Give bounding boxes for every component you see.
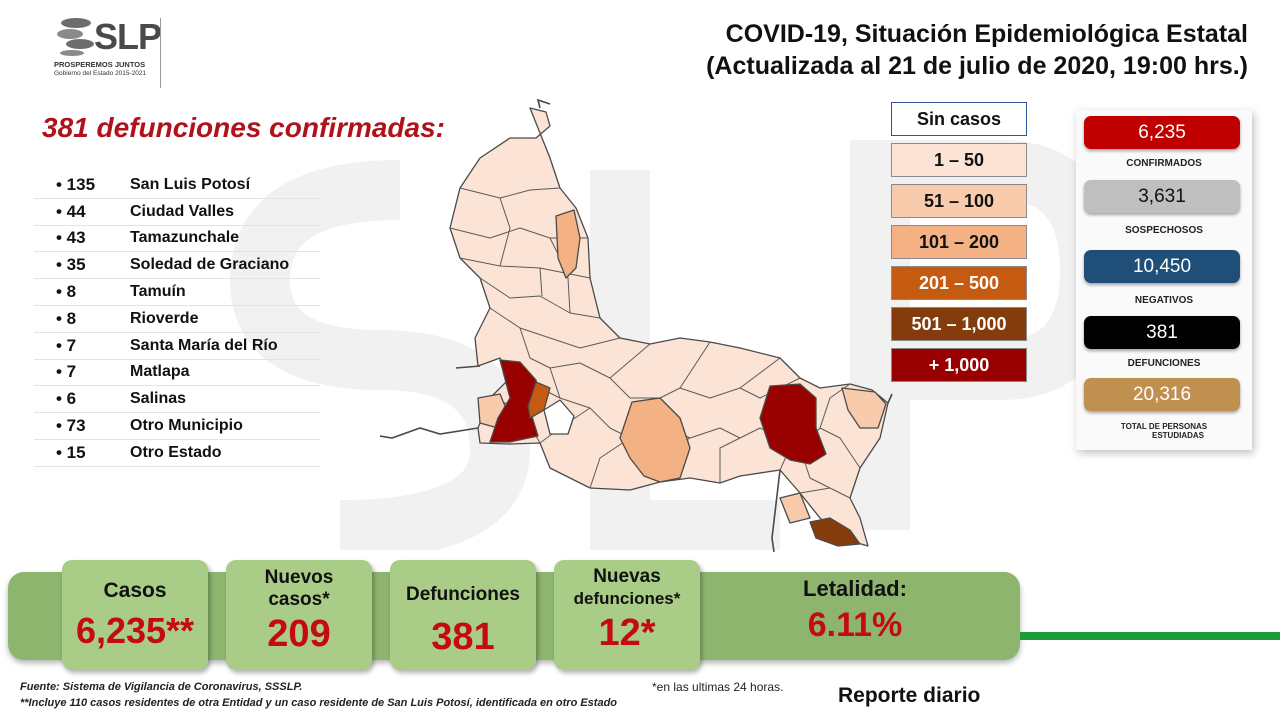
deaths-count: • 7 <box>56 335 77 355</box>
confirmed-value: 6,235 <box>1084 116 1240 149</box>
card-defunciones: Defunciones 381 <box>390 560 536 670</box>
deaths-list: • 135 San Luis Potosí • 44 Ciudad Valles •… <box>34 172 320 467</box>
slp-logo: SLP PROSPEREMOS JUNTOS Gobierno del Esta… <box>50 14 170 84</box>
slp-logo-mark-icon <box>57 18 94 56</box>
card-casos-label: Casos <box>103 579 167 602</box>
card-nuevas-defunciones-label-1: Nuevas <box>593 566 661 587</box>
legend-item-501-1000: 501 – 1,000 <box>891 307 1027 341</box>
deaths-count: • 43 <box>56 228 86 248</box>
map-municipality-501-1000 <box>809 517 861 547</box>
deaths-count: • 7 <box>56 362 77 382</box>
card-defunciones-label: Defunciones <box>405 584 521 605</box>
deaths-count: • 6 <box>56 389 77 409</box>
deaths-municipality: Otro Municipio <box>130 417 243 435</box>
deaths-row: • 7 Santa María del Río <box>34 333 320 360</box>
card-casos-value: 6,235** <box>75 610 195 651</box>
deaths-row: • 43 Tamazunchale <box>34 226 320 253</box>
map-municipality-101-200 <box>555 209 581 279</box>
deaths-row: • 35 Soledad de Graciano <box>34 252 320 280</box>
letalidad-value: 6.11% <box>807 606 903 644</box>
deaths-row: • 8 Tamuín <box>34 279 320 306</box>
logo-tagline: PROSPEREMOS JUNTOS <box>54 60 146 69</box>
banner-line <box>1020 632 1280 640</box>
legend-item-plus-1000: + 1,000 <box>891 348 1027 382</box>
card-defunciones-value: 381 <box>431 616 495 658</box>
map-municipality-51-100 <box>779 492 811 524</box>
deaths-heading: 381 defunciones confirmadas: <box>42 112 446 143</box>
legend-item-sin-casos: Sin casos <box>891 102 1027 136</box>
footer-report: Reporte diario <box>838 684 981 707</box>
logo-divider <box>160 18 161 88</box>
suspected-label: SOSPECHOSOS <box>1125 225 1203 236</box>
deaths-label: DEFUNCIONES <box>1127 358 1201 369</box>
negative-value: 10,450 <box>1084 250 1240 283</box>
deaths-row: • 73 Otro Municipio <box>34 413 320 440</box>
page-title: COVID-19, Situación Epidemiológica Estat… <box>706 18 1248 82</box>
map-municipality-101-200 <box>619 397 691 483</box>
deaths-municipality: Tamazunchale <box>130 229 240 247</box>
deaths-row: • 6 Salinas <box>34 386 320 414</box>
deaths-count: • 35 <box>56 255 86 275</box>
studied-value: 20,316 <box>1084 378 1240 411</box>
title-line-1: COVID-19, Situación Epidemiológica Estat… <box>725 20 1248 48</box>
title-line-2: (Actualizada al 21 de julio de 2020, 19:… <box>706 52 1248 80</box>
deaths-count: • 8 <box>56 282 77 302</box>
card-nuevos-casos-value: 209 <box>267 613 331 655</box>
deaths-count: • 73 <box>56 416 86 436</box>
deaths-municipality: San Luis Potosí <box>130 175 251 193</box>
deaths-count: • 15 <box>56 442 86 462</box>
map-municipality-201-500 <box>527 381 551 419</box>
legend-item-201-500: 201 – 500 <box>891 266 1027 300</box>
deaths-row: • 44 Ciudad Valles <box>34 199 320 226</box>
logo-text: SLP <box>94 16 162 57</box>
summary-banner: Casos 6,235** Nuevos casos* 209 Defuncio… <box>0 560 1280 670</box>
deaths-count: • 8 <box>56 308 77 328</box>
studied-label-line-1: TOTAL DE PERSONAS <box>1120 422 1208 431</box>
suspected-value: 3,631 <box>1084 180 1240 213</box>
deaths-municipality: Ciudad Valles <box>130 202 235 220</box>
confirmed-label: CONFIRMADOS <box>1126 158 1202 169</box>
stats-panel: 6,235 CONFIRMADOS 3,631 SOSPECHOSOS 10,4… <box>1076 110 1252 450</box>
logo-government: Gobierno del Estado 2015-2021 <box>54 70 147 77</box>
deaths-municipality: Matlapa <box>130 363 190 381</box>
deaths-row: • 8 Rioverde <box>34 306 320 333</box>
deaths-count: • 44 <box>56 201 86 221</box>
deaths-municipality: Rioverde <box>130 309 199 327</box>
legend-item-51-100: 51 – 100 <box>891 184 1027 218</box>
card-nuevos-casos-label-2: casos* <box>268 589 330 610</box>
card-nuevas-defunciones-value: 12* <box>598 612 656 654</box>
card-nuevos-casos: Nuevos casos* 209 <box>226 560 372 670</box>
deaths-municipality: Otro Estado <box>130 443 222 461</box>
deaths-municipality: Salinas <box>130 390 187 408</box>
deaths-municipality: Soledad de Graciano <box>130 256 290 274</box>
letalidad: Letalidad: 6.11% <box>720 576 990 645</box>
deaths-count: • 135 <box>56 174 96 194</box>
card-casos: Casos 6,235** <box>62 560 208 670</box>
map-municipality-51-100 <box>841 387 887 429</box>
deaths-row: • 7 Matlapa <box>34 360 320 387</box>
deaths-row: • 135 San Luis Potosí <box>34 172 320 199</box>
map-enclave <box>543 399 575 435</box>
negative-label: NEGATIVOS <box>1134 295 1194 306</box>
card-nuevas-defunciones-label-2: defunciones* <box>573 589 681 608</box>
footer-last-24h: *en las ultimas 24 horas. <box>652 680 784 694</box>
legend-item-1-50: 1 – 50 <box>891 143 1027 177</box>
map-municipality-plus-1000 <box>489 359 541 443</box>
footer-source: Fuente: Sistema de Vigilancia de Coronav… <box>20 681 303 693</box>
map-municipality-plus-1000 <box>759 383 827 465</box>
card-nuevas-defunciones: Nuevas defunciones* 12* <box>554 560 700 670</box>
map-legend: Sin casos 1 – 50 51 – 100 101 – 200 201 … <box>891 102 1027 389</box>
footer-note: **Incluye 110 casos residentes de otra E… <box>20 697 618 709</box>
deaths-value: 381 <box>1084 316 1240 349</box>
state-map <box>379 98 893 553</box>
legend-item-101-200: 101 – 200 <box>891 225 1027 259</box>
card-nuevos-casos-label-1: Nuevos <box>264 567 334 588</box>
deaths-row: • 15 Otro Estado <box>34 440 320 467</box>
letalidad-label: Letalidad: <box>803 576 907 601</box>
studied-label-line-2: ESTUDIADAS <box>1151 431 1204 440</box>
deaths-municipality: Tamuín <box>130 283 186 301</box>
deaths-municipality: Santa María del Río <box>130 336 278 354</box>
